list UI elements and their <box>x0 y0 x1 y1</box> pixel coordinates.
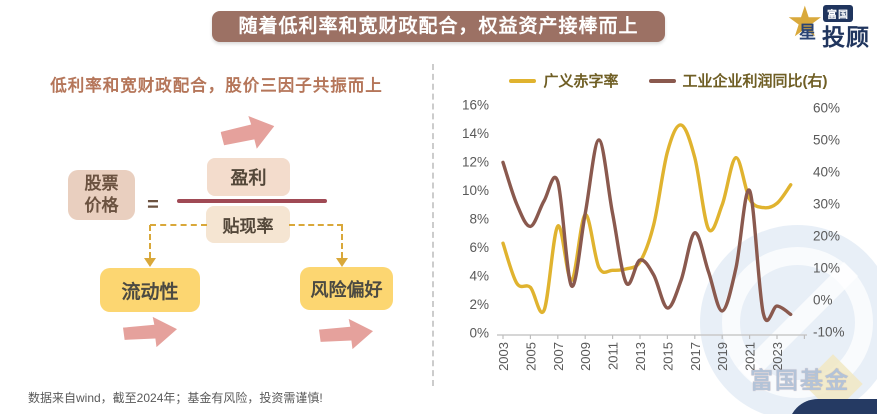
x-axis-tick-label: 2005 <box>523 342 538 371</box>
risk-appetite-box: 风险偏好 <box>300 267 393 310</box>
legend-item-deficit: 广义赤字率 <box>509 70 619 91</box>
connector-line <box>149 225 151 258</box>
left-axis-tick-label: 4% <box>469 269 489 284</box>
chart-line-deficit <box>501 123 793 315</box>
x-axis-tick-label: 2009 <box>578 342 593 371</box>
x-axis-tick-label: 2015 <box>660 342 675 371</box>
left-axis-tick-label: 14% <box>462 126 489 141</box>
brand-logo: ★ 星 富国 投顾 <box>786 0 877 54</box>
left-axis-tick-label: 2% <box>469 297 489 312</box>
disclaimer-text: 数据来自wind，截至2024年；基金有风险，投资需谨慎! <box>28 391 323 405</box>
watermark-text: 富国基金 <box>750 367 850 393</box>
left-axis-tick-label: 10% <box>462 183 489 198</box>
right-axis-tick-label: 60% <box>813 101 840 116</box>
left-panel-subtitle: 低利率和宽财政配合，股价三因子共振而上 <box>50 77 383 95</box>
legend-item-profit: 工业企业利润同比(右) <box>648 70 828 91</box>
x-axis-tick-label: 2019 <box>715 342 730 371</box>
right-axis-tick-label: 50% <box>813 133 840 148</box>
earnings-box: 盈利 <box>207 158 290 196</box>
fraction-divider <box>177 199 327 203</box>
star-icon: ★ <box>786 0 824 45</box>
x-axis-tick-label: 2003 <box>496 342 511 371</box>
equals-sign: = <box>147 193 159 216</box>
legend-label: 工业企业利润同比(右) <box>682 73 828 90</box>
up-arrow-icon <box>123 316 177 348</box>
down-arrowhead-icon <box>336 258 348 267</box>
down-arrowhead-icon <box>144 258 156 267</box>
connector-line <box>341 225 343 258</box>
connector-line <box>289 224 343 226</box>
x-axis-tick-label: 2013 <box>633 342 648 371</box>
left-axis-tick-label: 12% <box>462 155 489 170</box>
connector-line <box>150 224 207 226</box>
vertical-divider <box>432 64 434 386</box>
logo-star-char: 星 <box>799 23 816 42</box>
right-axis-tick-label: 20% <box>813 229 840 244</box>
left-axis-tick-label: 8% <box>469 212 489 227</box>
right-axis-tick-label: 10% <box>813 261 840 276</box>
logo-text: 投顾 <box>822 24 870 50</box>
discount-rate-box: 贴现率 <box>206 206 290 243</box>
chart-line-profit <box>501 138 793 323</box>
left-axis-tick-label: 16% <box>462 98 489 113</box>
x-axis-tick-label: 2011 <box>606 342 621 370</box>
right-axis-tick-label: 30% <box>813 197 840 212</box>
up-arrow-icon <box>319 318 373 350</box>
right-axis-tick-label: 40% <box>813 165 840 180</box>
legend-swatch <box>648 78 676 83</box>
chart-legend: 广义赤字率 工业企业利润同比(右) <box>460 70 877 91</box>
up-arrow-icon <box>218 109 277 156</box>
stock-price-box: 股票 价格 <box>68 170 135 220</box>
x-axis-tick-label: 2007 <box>551 342 566 371</box>
left-axis-tick-label: 6% <box>469 240 489 255</box>
liquidity-box: 流动性 <box>100 268 200 312</box>
right-axis-tick-label: 0% <box>813 293 833 308</box>
right-axis-tick-label: -10% <box>813 325 845 340</box>
page-title: 随着低利率和宽财政配合，权益资产接棒而上 <box>212 11 665 42</box>
legend-swatch <box>509 78 537 83</box>
legend-label: 广义赤字率 <box>543 73 619 90</box>
x-axis-tick-label: 2023 <box>770 342 785 371</box>
x-axis-tick-label: 2021 <box>743 342 758 371</box>
watermark-navy-shape <box>788 399 877 414</box>
x-axis-tick-label: 2017 <box>688 342 703 371</box>
line-chart: 16% 14% 12% 10% 8% 6% 4% 2% 0% 60% 50% 40% 30% 20% 10%… <box>462 98 845 371</box>
logo-badge: 富国 <box>823 5 853 22</box>
left-axis-tick-label: 0% <box>469 326 489 341</box>
